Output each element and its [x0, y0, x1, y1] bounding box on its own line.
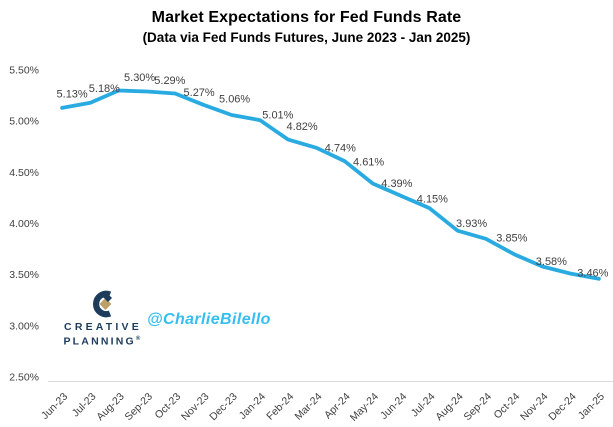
- rate-line: [60, 88, 601, 281]
- y-tick-label: 5.50%: [9, 65, 39, 77]
- x-tick-label: Aug-24: [433, 391, 466, 424]
- data-label: 3.58%: [536, 256, 567, 268]
- data-label: 5.30%: [124, 72, 155, 84]
- data-label: 4.39%: [381, 178, 412, 190]
- data-label: 3.85%: [496, 232, 527, 244]
- y-tick-label: 3.00%: [9, 320, 39, 332]
- x-tick-label: Mar-24: [292, 391, 324, 423]
- x-tick-label: Jun-23: [39, 391, 70, 422]
- data-label: 5.01%: [262, 110, 293, 122]
- charliebilello-watermark: @CharlieBilello: [147, 311, 271, 328]
- data-label: 5.06%: [219, 94, 250, 106]
- x-tick-label: Jan-24: [237, 391, 268, 422]
- x-tick-label: Sep-23: [123, 391, 156, 424]
- chart-title: Market Expectations for Fed Funds Rate: [151, 9, 462, 26]
- data-label: 4.15%: [417, 194, 448, 206]
- data-label: 5.27%: [184, 87, 215, 99]
- x-tick-label: Jun-24: [378, 391, 409, 422]
- x-tick-label: Oct-24: [491, 391, 522, 422]
- y-tick-label: 3.50%: [9, 269, 39, 281]
- data-label: 4.82%: [287, 121, 318, 133]
- x-tick-label: Dec-23: [207, 391, 240, 424]
- chart-subtitle: (Data via Fed Funds Futures, June 2023 -…: [142, 30, 471, 45]
- data-label: 3.93%: [456, 218, 487, 230]
- x-tick-label: Dec-24: [546, 391, 579, 424]
- data-label: 5.18%: [89, 83, 120, 95]
- x-tick-label: Oct-23: [152, 391, 183, 422]
- data-label: 5.29%: [154, 75, 185, 87]
- x-tick-label: May-24: [348, 391, 381, 424]
- logo-text-planning: PLANNING®: [63, 335, 143, 348]
- y-tick-label: 2.50%: [9, 372, 39, 384]
- registered-mark: ®: [135, 336, 143, 342]
- data-label: 4.61%: [353, 157, 384, 169]
- x-tick-label: Sep-24: [462, 391, 495, 424]
- x-tick-label: Aug-23: [94, 391, 127, 424]
- y-tick-label: 5.00%: [9, 116, 39, 128]
- logo-text-creative: CREATIVE: [64, 321, 142, 333]
- y-tick-label: 4.50%: [9, 167, 39, 179]
- data-label: 4.74%: [325, 142, 356, 154]
- x-tick-label: Feb-24: [264, 391, 296, 423]
- creative-planning-logo: CREATIVE PLANNING®: [57, 289, 149, 348]
- x-tick-label: Nov-24: [518, 391, 551, 424]
- y-tick-label: 4.00%: [9, 218, 39, 230]
- creative-planning-logo-icon: [93, 290, 112, 318]
- x-tick-label: Jan-25: [576, 391, 607, 422]
- x-tick-label: Nov-23: [179, 391, 212, 424]
- data-label: 3.46%: [577, 267, 608, 279]
- data-label: 5.13%: [57, 88, 88, 100]
